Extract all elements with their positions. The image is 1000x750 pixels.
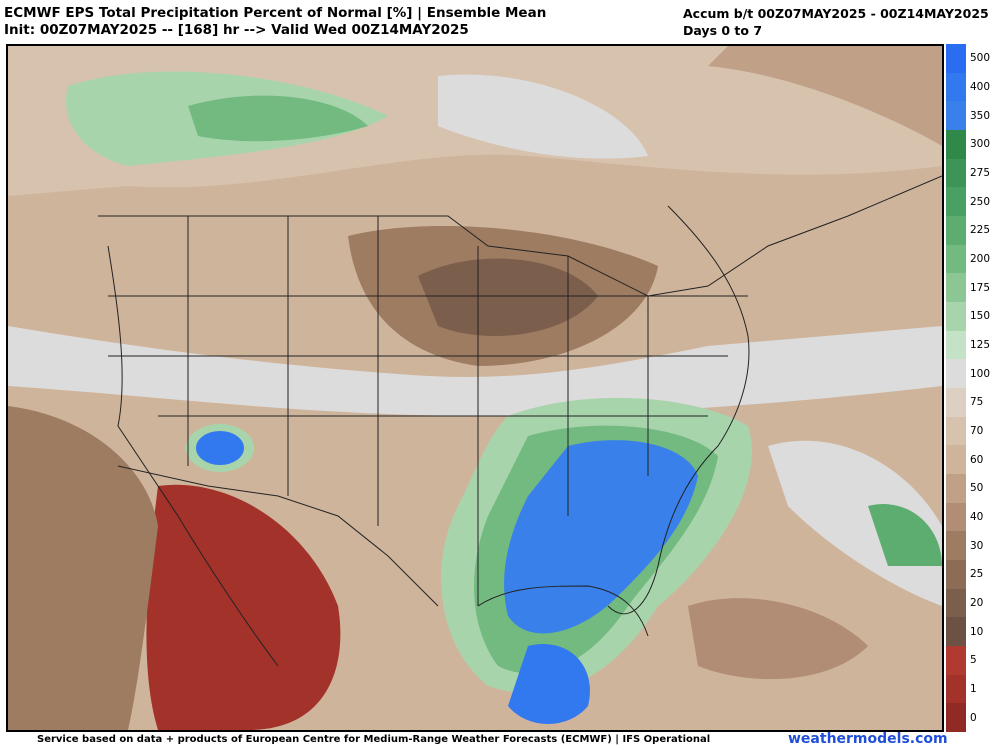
colorbar-segment [946,359,966,389]
colorbar-label: 400 [970,81,991,93]
gulf-coastline [477,585,649,637]
canada-green-core [188,95,368,142]
colorbar-segment [946,617,966,647]
colorbar-label: 60 [970,453,984,466]
colorbar-label: 250 [970,195,991,208]
colorbar-label: 40 [970,511,984,523]
colorbar-label: 100 [970,367,991,380]
colorbar-segment [946,244,966,274]
accum-period: Accum b/t 00Z07MAY2025 - 00Z14MAY2025 [683,6,989,21]
colorbar-segment [946,388,966,418]
colorbar-segment [946,474,966,504]
colorbar-label: 350 [970,109,991,122]
colorbar-segment [946,130,966,160]
colorbar-segment [946,187,966,217]
colorbar-segment [946,416,966,446]
data-credit: Service based on data + products of Euro… [37,734,711,745]
colorbar-label: 125 [970,339,991,351]
colorbar-label: 1 [970,683,977,695]
caribbean-brown [688,598,868,680]
colorbar-segment [946,158,966,188]
colorbar-label: 70 [970,425,984,437]
political-boundaries [98,175,942,667]
colorbar-segment [946,44,966,74]
accumulation-info: Accum b/t 00Z07MAY2025 - 00Z14MAY2025 Da… [683,5,989,39]
mexico-dry-core [146,484,341,730]
colorbar-label: 0 [970,711,977,724]
east-coastline [607,205,750,615]
colorbar-label: 25 [970,568,984,581]
colorbar-segment [946,531,966,561]
colorbar-segment [946,703,966,733]
arizona-wet-core [196,431,244,465]
colorbar-label: 175 [970,281,991,294]
colorbar-label: 75 [970,396,984,409]
midwest-dry-core [418,258,598,336]
colorbar-segment [946,502,966,532]
map-title: ECMWF EPS Total Precipitation Percent of… [4,5,546,39]
site-watermark: weathermodels.com [788,731,948,747]
atlantic-green-spot [868,504,942,566]
colorbar-segment [946,674,966,704]
colorbar [946,44,966,733]
colorbar-label: 50 [970,482,984,495]
north-gray-area [438,74,648,159]
yucatan-wet-core [508,644,590,724]
colorbar-label: 500 [970,52,991,65]
colorbar-segment [946,101,966,131]
northeast-brown [708,46,942,146]
pacific-brown-area [8,406,158,730]
colorbar-segment [946,445,966,475]
colorbar-segment [946,646,966,676]
colorbar-label: 30 [970,539,984,552]
colorbar-label: 200 [970,253,991,265]
map-canvas [8,46,942,730]
southeast-wet-core [504,440,698,634]
colorbar-segment [946,72,966,102]
colorbar-label: 275 [970,167,991,179]
colorbar-segment [946,588,966,618]
accum-days: Days 0 to 7 [683,23,763,38]
us-mexico-border [117,465,439,607]
title-line-1: ECMWF EPS Total Precipitation Percent of… [4,5,547,21]
colorbar-segment [946,560,966,590]
colorbar-segment [946,302,966,332]
colorbar-label: 5 [970,654,977,667]
precipitation-map [6,44,944,732]
central-gray-band [8,326,942,416]
colorbar-segment [946,273,966,303]
colorbar-segment [946,216,966,246]
colorbar-label: 20 [970,597,984,609]
colorbar-label: 10 [970,625,984,638]
title-line-2: Init: 00Z07MAY2025 -- [168] hr --> Valid… [4,22,469,38]
colorbar-label: 150 [970,310,991,323]
colorbar-label: 225 [970,224,991,237]
colorbar-segment [946,330,966,360]
west-coastline [107,245,279,667]
colorbar-label: 300 [970,138,991,151]
